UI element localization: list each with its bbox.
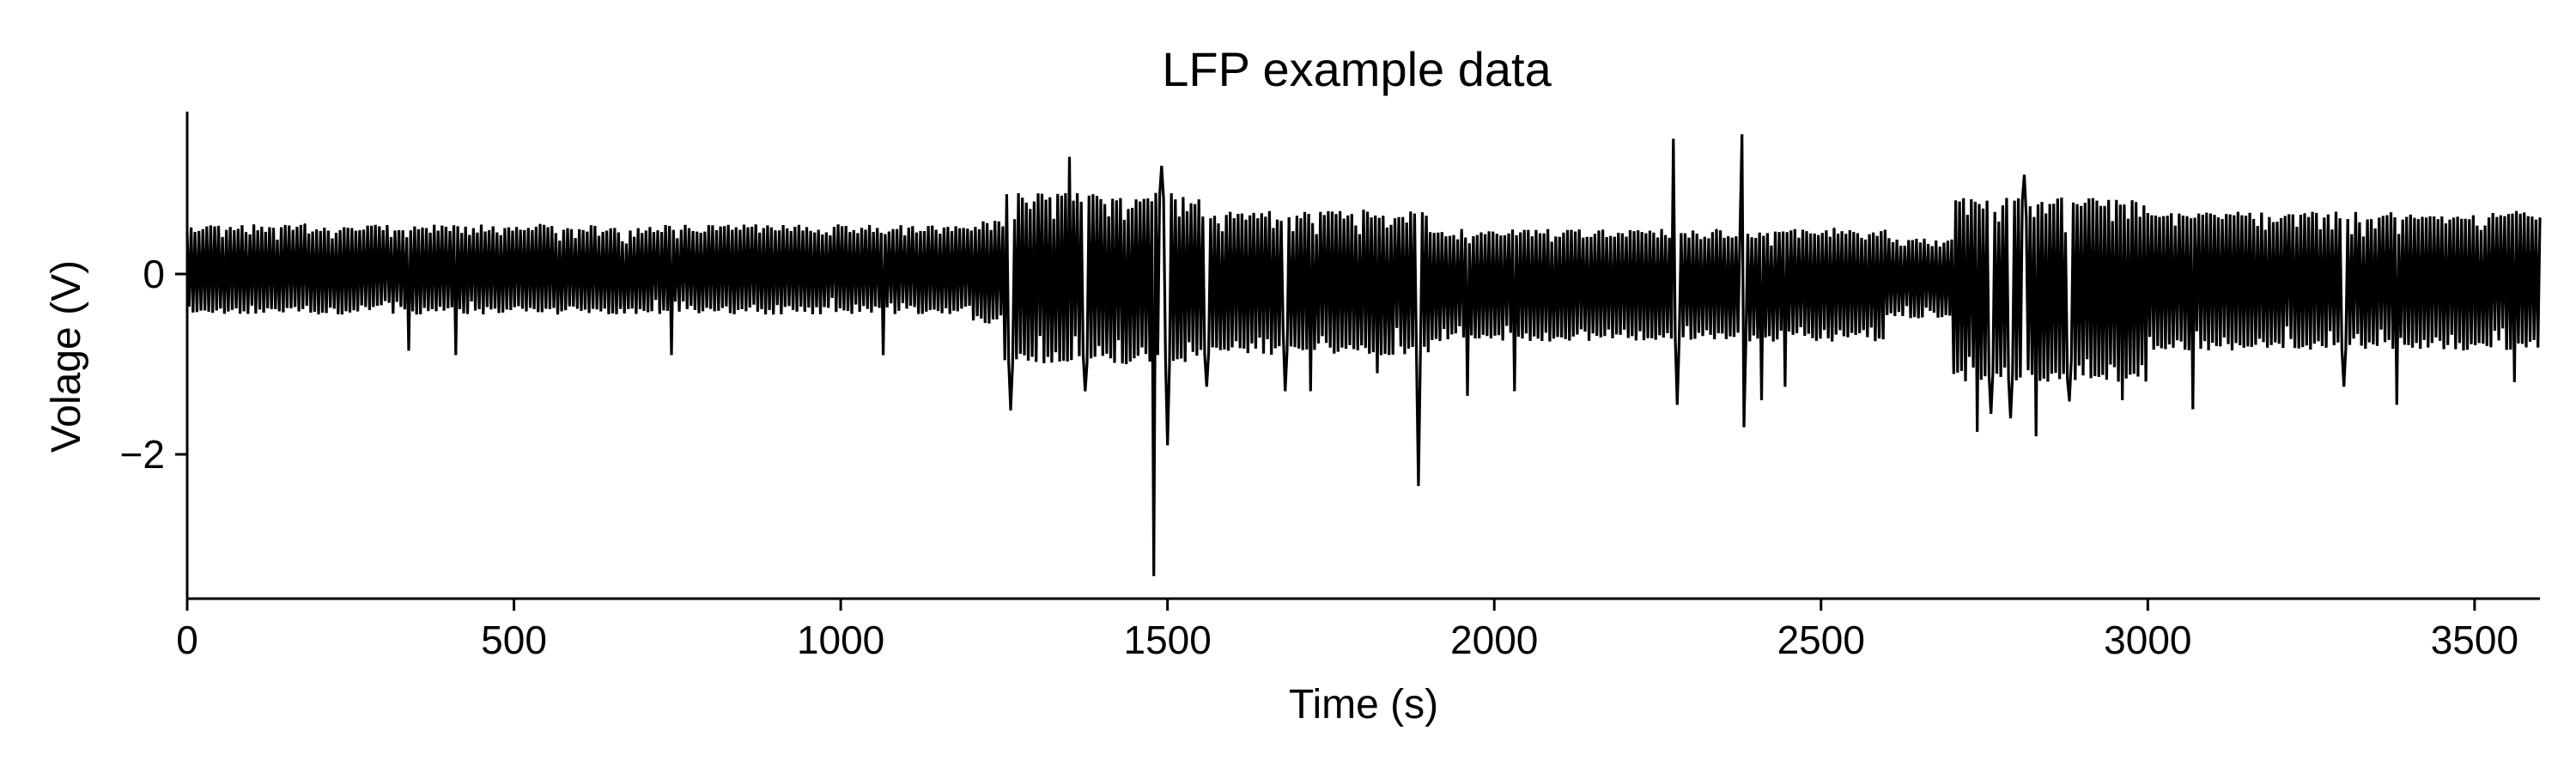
x-tick-label: 0 xyxy=(176,618,198,662)
trace-segment xyxy=(1950,174,2071,437)
chart-title: LFP example data xyxy=(1162,42,1552,96)
trace-segment xyxy=(421,223,542,356)
x-tick-label: 2500 xyxy=(1777,618,1865,662)
y-tick-label: 0 xyxy=(143,252,165,296)
y-tick-label: −2 xyxy=(120,432,165,477)
x-axis-label: Time (s) xyxy=(1289,682,1438,727)
x-tick-label: 3500 xyxy=(2431,618,2518,662)
x-tick-label: 1500 xyxy=(1123,618,1211,662)
trace-segment xyxy=(656,224,777,356)
trace-segment xyxy=(1009,156,1130,411)
trace-segment xyxy=(1127,165,1248,576)
trace-segment xyxy=(2185,211,2306,410)
voltage-trace xyxy=(185,134,2542,576)
trace-segment xyxy=(1362,209,1483,486)
trace-segment xyxy=(1832,228,1953,342)
trace-segment xyxy=(1244,209,1365,392)
x-axis-ticks: 0 500 1000 1500 2000 2500 3000 3500 xyxy=(176,599,2518,662)
trace-segment xyxy=(2421,210,2542,383)
trace-segment xyxy=(303,223,424,351)
trace-segment xyxy=(891,194,1012,411)
x-tick-label: 2000 xyxy=(1450,618,1538,662)
x-tick-label: 3000 xyxy=(2104,618,2191,662)
trace-segment xyxy=(185,223,307,314)
y-axis-ticks: 0 −2 xyxy=(120,252,187,477)
plot-area xyxy=(185,112,2542,600)
trace-segment xyxy=(2068,198,2189,402)
trace-segment xyxy=(1715,134,1836,428)
trace-segment xyxy=(1597,138,1718,405)
trace-segment xyxy=(538,223,659,315)
trace-segment xyxy=(1479,228,1601,392)
trace-segment xyxy=(2303,211,2424,405)
trace-segment xyxy=(774,224,895,356)
x-tick-label: 500 xyxy=(481,618,547,662)
y-axis-label: Volage (V) xyxy=(44,260,89,453)
x-tick-label: 1000 xyxy=(797,618,884,662)
